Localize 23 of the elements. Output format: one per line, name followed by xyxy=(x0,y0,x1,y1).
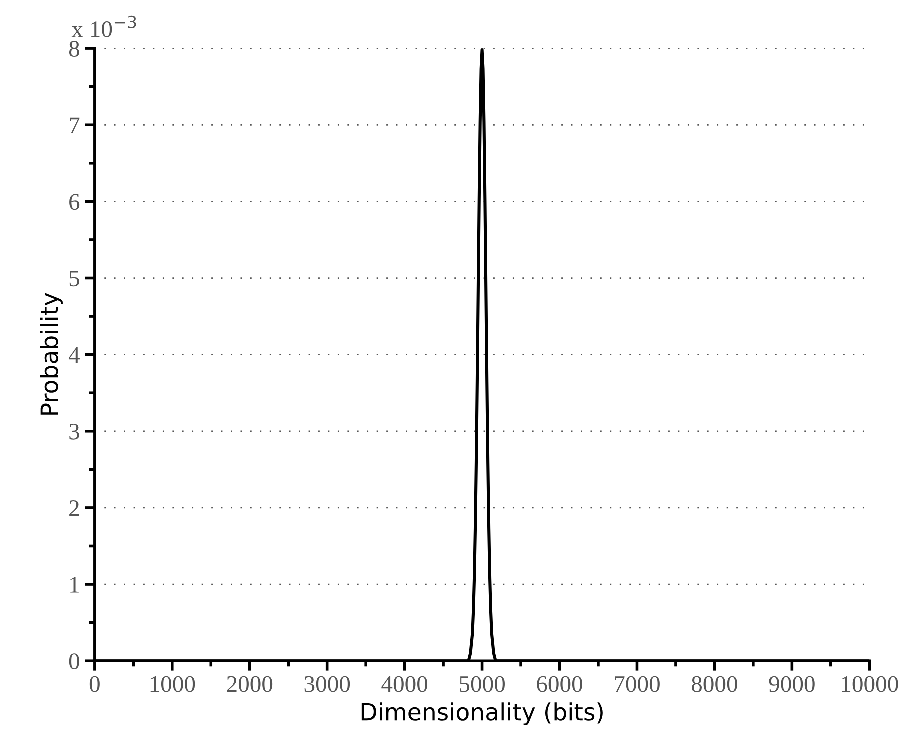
x-tick-label: 2000 xyxy=(227,676,273,692)
y-tick-label: 7 xyxy=(70,118,80,134)
x-tick-label: 9000 xyxy=(769,676,815,692)
y-tick-label: 1 xyxy=(70,577,79,593)
x-tick-label: 5000 xyxy=(460,676,505,692)
y-tick-label: 3 xyxy=(70,424,80,440)
y-tick-label: 2 xyxy=(70,500,80,516)
y-tick-label: 4 xyxy=(68,347,80,364)
x-tick-label: 6000 xyxy=(537,676,582,692)
x-tick-label: 10000 xyxy=(842,676,898,692)
x-tick-label: 7000 xyxy=(615,676,660,692)
x-tick-label: 1000 xyxy=(150,676,196,692)
x-tick-label: 4000 xyxy=(382,676,428,692)
y-tick-label: 6 xyxy=(70,194,80,210)
x-tick-label: 8000 xyxy=(692,676,738,692)
x-tick-label: 0 xyxy=(90,676,100,692)
y-axis-title: Probability xyxy=(40,293,63,415)
y-tick-label: 5 xyxy=(70,270,80,287)
y-tick-label: 8 xyxy=(69,41,80,57)
x-tick-label: 3000 xyxy=(304,676,350,692)
text: x 10$^{−3}$ xyxy=(72,16,136,38)
y-tick-label: 0 xyxy=(69,654,80,670)
x-axis-title: Dimensionality (bits) xyxy=(362,702,603,726)
